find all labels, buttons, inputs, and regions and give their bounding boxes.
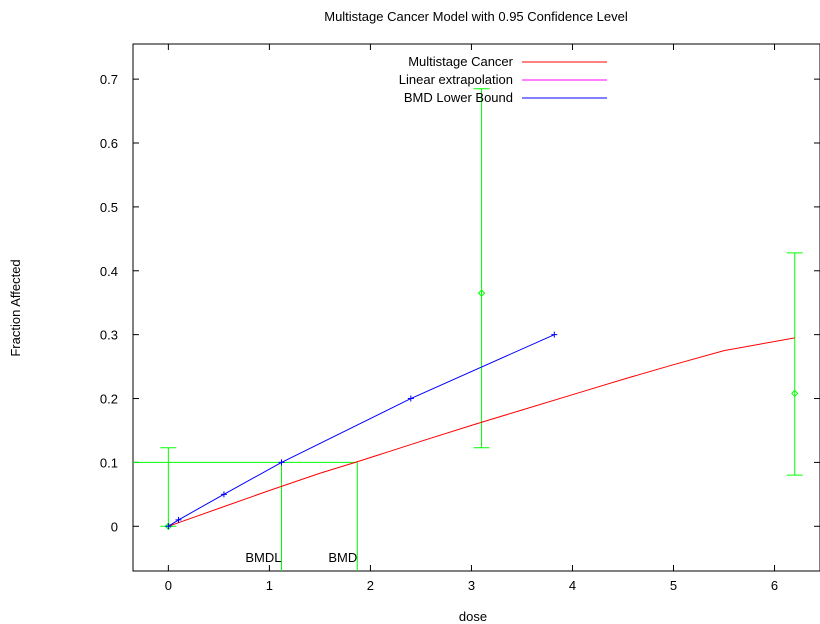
legend-label: Linear extrapolation <box>399 72 513 87</box>
data-point <box>477 289 486 297</box>
x-tick-label: 2 <box>367 578 374 593</box>
series-line-1 <box>168 334 555 527</box>
data-layer: BMDL BMD <box>133 88 803 571</box>
x-tick-label: 4 <box>569 578 576 593</box>
y-tick-label: 0 <box>111 519 118 534</box>
y-tick-label: 0.7 <box>100 72 118 87</box>
x-axis-label: dose <box>459 609 487 624</box>
x-tick-label: 5 <box>670 578 677 593</box>
y-tick-label: 0.6 <box>100 136 118 151</box>
x-tick-label: 3 <box>468 578 475 593</box>
x-tick-label: 1 <box>266 578 273 593</box>
chart-title: Multistage Cancer Model with 0.95 Confid… <box>324 9 628 24</box>
data-point <box>791 389 799 398</box>
legend-label: Multistage Cancer <box>408 54 513 69</box>
x-tick-label: 0 <box>165 578 172 593</box>
series-marker <box>165 523 172 530</box>
y-tick-label: 0.2 <box>100 392 118 407</box>
y-axis-label: Fraction Affected <box>8 259 23 356</box>
series-line-0 <box>168 337 795 527</box>
x-tick-label: 6 <box>771 578 778 593</box>
annotation-bmdl: BMDL <box>245 550 281 565</box>
y-tick-label: 0.4 <box>100 264 118 279</box>
legend: Multistage Cancer Linear extrapolation BMD… <box>399 54 607 105</box>
series-marker <box>175 516 182 523</box>
y-tick-label: 0.3 <box>100 328 118 343</box>
ticks: 0 1 2 3 4 5 6 0 0.1 0.2 0.3 0.4 0.5 0.6 0.7 <box>100 44 820 593</box>
plot-frame <box>132 43 820 572</box>
series-marker <box>407 395 414 402</box>
legend-label: BMD Lower Bound <box>404 90 513 105</box>
series-marker <box>551 331 558 338</box>
series-marker <box>278 459 285 466</box>
y-tick-label: 0.1 <box>100 455 118 470</box>
annotation-bmd: BMD <box>328 550 357 565</box>
y-tick-label: 0.5 <box>100 200 118 215</box>
series-marker <box>220 491 227 498</box>
